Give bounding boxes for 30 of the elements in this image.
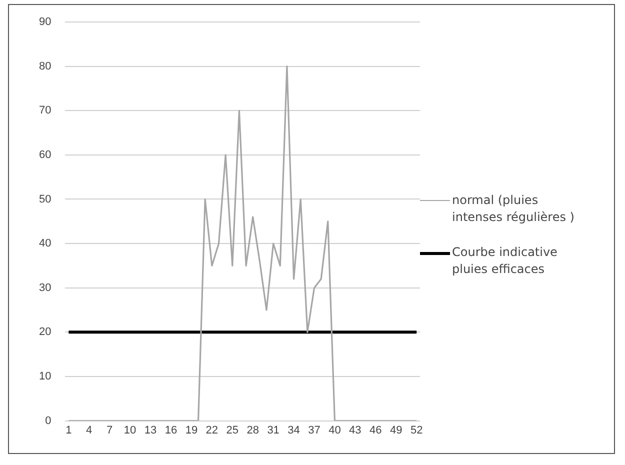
- x-tick-label: 49: [390, 424, 402, 436]
- legend-label: normal (pluies intenses régulières ): [452, 192, 576, 226]
- y-tick-label: 20: [38, 326, 52, 338]
- y-tick-label: 50: [38, 193, 52, 206]
- x-tick-label: 43: [349, 424, 362, 436]
- x-tick-label: 46: [370, 424, 382, 436]
- x-tick-label: 37: [308, 424, 320, 436]
- x-tick-label: 40: [328, 424, 341, 436]
- x-tick-label: 1: [66, 424, 72, 436]
- y-tick-label: 90: [38, 16, 52, 28]
- x-tick-label: 19: [185, 424, 198, 436]
- y-tick-label: 30: [38, 282, 52, 294]
- legend-label: Courbe indicative pluies efficaces: [452, 244, 558, 278]
- x-tick-label: 10: [124, 424, 136, 436]
- y-tick-label: 10: [38, 370, 52, 383]
- x-tick-label: 13: [144, 424, 157, 436]
- y-tick-label: 0: [45, 414, 52, 427]
- y-tick-label: 60: [38, 148, 52, 161]
- x-tick-label: 34: [288, 424, 300, 436]
- x-tick-label: 25: [226, 424, 239, 436]
- y-tick-label: 70: [38, 104, 52, 117]
- x-tick-label: 4: [86, 424, 92, 436]
- y-tick-label: 40: [38, 238, 52, 250]
- x-tick-label: 22: [206, 424, 218, 436]
- x-tick-label: 52: [410, 424, 423, 436]
- x-tick-label: 7: [106, 424, 113, 436]
- y-tick-label: 80: [38, 60, 52, 72]
- x-tick-label: 31: [267, 424, 280, 436]
- x-tick-label: 28: [246, 424, 259, 436]
- x-tick-label: 16: [164, 424, 178, 436]
